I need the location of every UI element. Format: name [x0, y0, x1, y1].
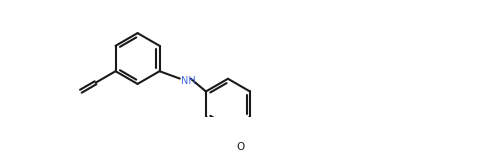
Text: NH: NH: [180, 76, 195, 86]
Text: O: O: [237, 142, 245, 152]
